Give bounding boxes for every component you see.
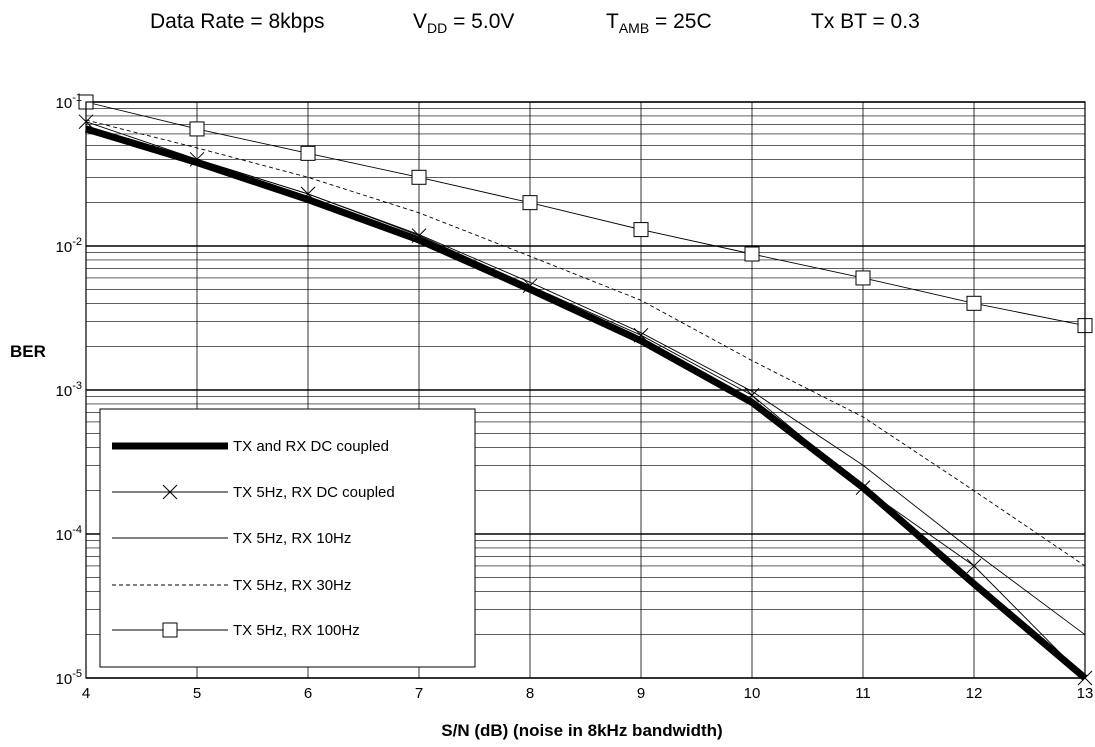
series-line <box>85 101 1086 327</box>
y-tick-label: 10-2 <box>56 236 82 256</box>
title-tx-bt: Tx BT = 0.3 <box>811 10 920 33</box>
x-tick-label: 5 <box>193 685 201 702</box>
legend-label: TX and RX DC coupled <box>233 438 389 455</box>
series-4 <box>85 101 1086 327</box>
axis-ticks: 4 5 6 7 8 9 10 11 12 13 10-1 10-2 10-3 10-4 10-5 <box>56 92 1094 702</box>
square-marker <box>411 169 427 185</box>
x-tick-label: 13 <box>1077 685 1094 702</box>
x-tick-label: 4 <box>82 685 90 702</box>
square-marker <box>300 145 316 161</box>
series-markers-4 <box>78 94 1093 334</box>
series-markers-1 <box>78 114 1093 686</box>
x-tick-label: 12 <box>966 685 983 702</box>
square-marker <box>522 195 538 211</box>
series-line <box>85 121 1086 679</box>
legend: TX and RX DC coupled TX 5Hz, RX DC couple… <box>99 408 476 668</box>
series-line <box>85 119 1086 567</box>
y-axis-label: BER <box>10 342 46 361</box>
x-tick-label: 10 <box>744 685 761 702</box>
plot-frame <box>85 101 1086 679</box>
x-marker <box>633 327 649 343</box>
title-tamb: TAMB = 25C <box>606 10 712 37</box>
square-marker <box>162 622 178 638</box>
square-marker <box>966 295 982 311</box>
series-1 <box>85 121 1086 679</box>
y-tick-label: 10-4 <box>56 524 82 544</box>
square-marker <box>633 222 649 238</box>
square-marker <box>855 270 871 286</box>
legend-label: TX 5Hz, RX 30Hz <box>233 577 351 594</box>
x-marker <box>522 278 538 294</box>
legend-label: TX 5Hz, RX 10Hz <box>233 530 351 547</box>
legend-label: TX 5Hz, RX DC coupled <box>233 484 395 501</box>
x-axis-label: S/N (dB) (noise in 8kHz bandwidth) <box>441 721 722 740</box>
chart-title-row: Data Rate = 8kbps VDD = 5.0V TAMB = 25C … <box>0 10 1095 50</box>
x-marker <box>411 228 427 244</box>
square-marker <box>744 246 760 262</box>
x-marker <box>744 387 760 403</box>
square-marker <box>189 121 205 137</box>
x-tick-label: 7 <box>415 685 423 702</box>
x-marker <box>300 186 316 202</box>
series-line <box>84 125 1088 681</box>
series-0 <box>84 125 1088 681</box>
title-data-rate: Data Rate = 8kbps <box>150 10 325 33</box>
y-tick-label: 10-3 <box>56 380 82 400</box>
x-marker <box>966 558 982 574</box>
x-marker <box>855 480 871 495</box>
x-marker <box>189 151 205 167</box>
series-3 <box>85 119 1086 567</box>
x-tick-label: 8 <box>526 685 534 702</box>
y-tick-label: 10-1 <box>56 92 82 112</box>
y-tick-label: 10-5 <box>56 668 82 688</box>
x-tick-label: 6 <box>304 685 312 702</box>
series-layer <box>78 94 1093 686</box>
x-tick-label: 11 <box>855 685 871 702</box>
x-marker <box>162 484 178 500</box>
title-vdd: VDD = 5.0V <box>413 10 515 37</box>
legend-label: TX 5Hz, RX 100Hz <box>233 622 360 639</box>
x-tick-label: 9 <box>637 685 645 702</box>
